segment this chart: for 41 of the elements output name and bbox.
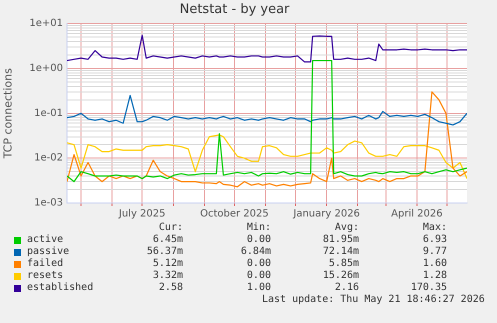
text: 9.77 [422,246,447,258]
text: 170.35 [410,282,447,294]
legend-label: established [27,282,94,294]
text: 0.00 [246,234,271,246]
text: 6.45m [152,234,183,246]
text: 0.00 [246,258,271,270]
text: Cur: [158,222,183,234]
y-tick-label: 1e-01 [34,108,63,119]
text: 6.93 [422,234,447,246]
text: Max: [422,222,447,234]
y-axis-title: TCP connections [1,68,14,160]
text: 1.28 [422,270,447,282]
text: 1.00 [246,282,271,294]
text: 5.85m [328,258,359,270]
text: Min: [246,222,271,234]
text: 5.12m [152,258,183,270]
x-tick-label: January 2026 [292,208,360,220]
text: 72.14m [322,246,359,258]
y-tick-label: 1e-02 [34,152,63,164]
legend-label: passive [27,246,70,258]
chart-title: Netstat - by year [180,2,290,18]
text: 1.60 [422,258,447,270]
legend-label: failed [27,258,64,270]
text: Last update: Thu May 21 18:46:27 2026 [262,294,485,305]
x-tick-label: July 2025 [118,208,166,220]
legend-label: resets [27,270,64,282]
text: Avg: [334,222,359,234]
y-tick-label: 1e-03 [34,198,63,209]
text: 2.58 [158,282,183,294]
text: 56.37m [146,246,183,258]
y-tick-label: 1e+00 [29,63,63,74]
text: 81.95m [322,234,359,246]
legend-label: active [27,234,64,246]
text: 0.00 [246,270,271,282]
text: 2.16 [334,282,359,294]
x-tick-label: April 2026 [391,208,443,220]
y-tick-label: 1e+01 [29,18,63,30]
text: 6.84m [240,246,271,258]
x-tick-label: October 2025 [200,208,269,220]
text: 3.32m [152,270,183,282]
text: 15.26m [322,270,359,282]
